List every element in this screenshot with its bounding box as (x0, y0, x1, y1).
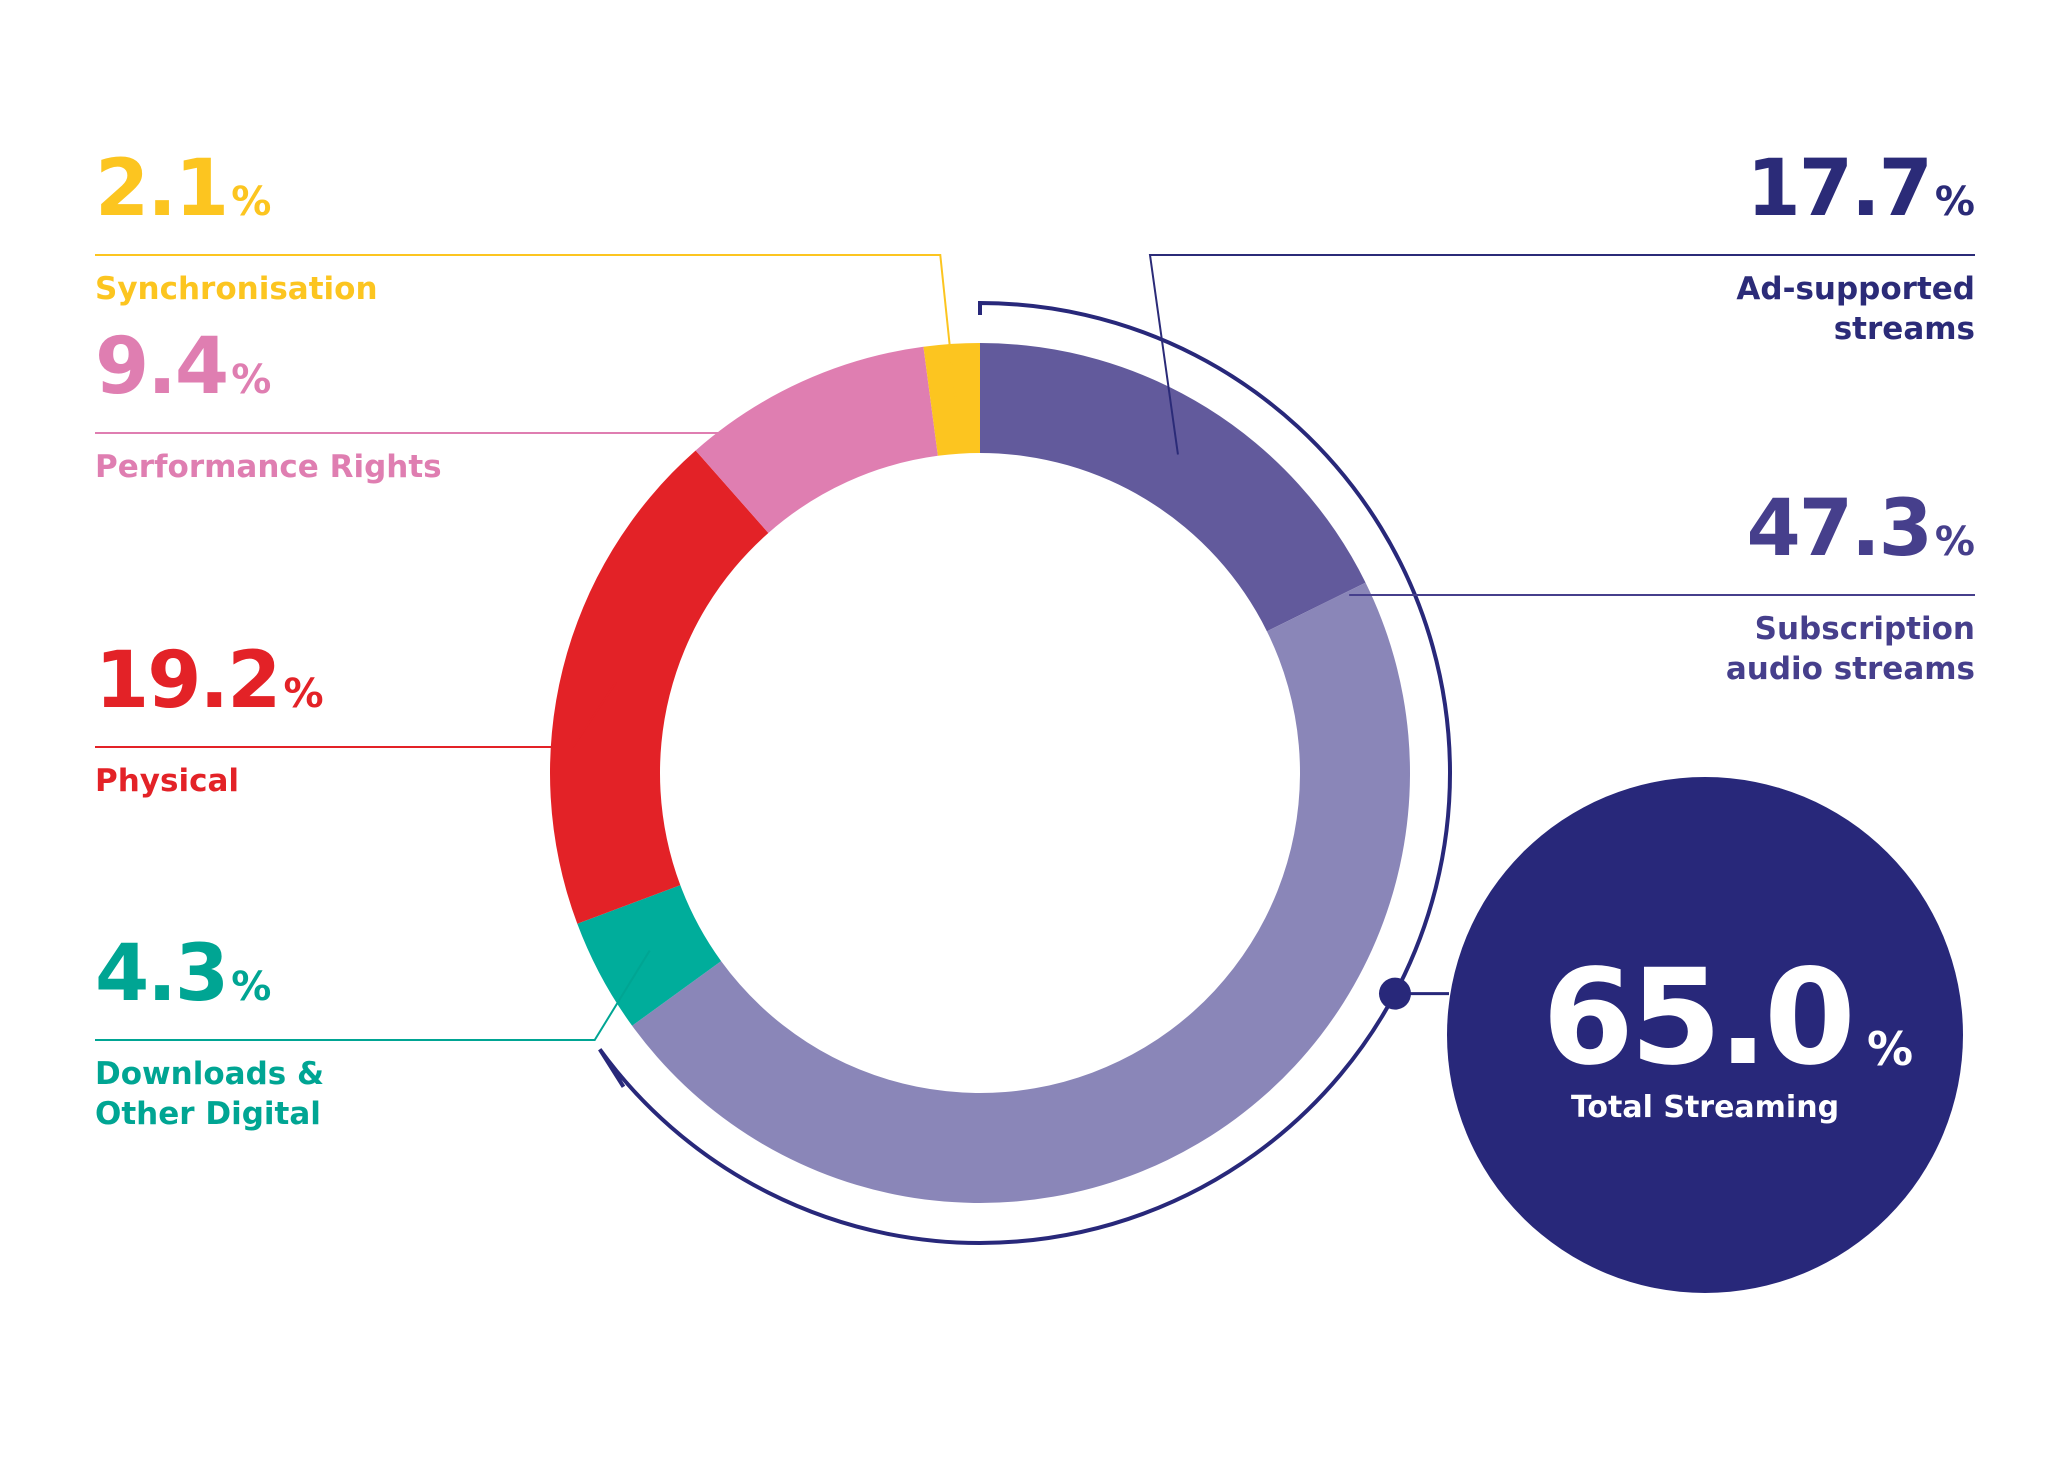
percent-synchronisation: % (231, 179, 271, 225)
donut-ring (550, 343, 1411, 1204)
callout-downloads-and-other-digital: 4.3 % Downloads & Other Digital (95, 929, 651, 1132)
total-streaming-value: 65.0 (1542, 941, 1852, 1095)
callout-physical: 19.2 % Physical (95, 636, 618, 799)
percent-physical: % (283, 671, 323, 717)
percent-downloads-and-other-digital: % (231, 964, 271, 1010)
percent-subscription-audio-streams: % (1935, 519, 1975, 565)
slice-ad-supported-streams (980, 343, 1366, 632)
label-performance-rights-line-1: Performance Rights (95, 449, 442, 485)
label-downloads-and-other-digital-line-1: Downloads & (95, 1056, 324, 1092)
value-synchronisation: 2.1 (95, 144, 227, 234)
label-synchronisation-line-1: Synchronisation (95, 271, 378, 307)
label-subscription-audio-streams-line-2: audio streams (1726, 651, 1975, 687)
label-ad-supported-streams-line-1: Ad-supported (1736, 271, 1975, 307)
leader-line-physical (95, 681, 618, 748)
slice-synchronisation (923, 343, 980, 456)
slice-physical (550, 450, 769, 924)
callout-performance-rights: 9.4 % Performance Rights (95, 322, 826, 485)
label-ad-supported-streams-line-2: streams (1834, 311, 1975, 347)
leader-line-synchronisation (95, 254, 957, 399)
total-streaming-circle (1447, 777, 1963, 1293)
leader-line-performance-rights (95, 431, 826, 434)
slice-subscription-audio-streams (632, 582, 1411, 1204)
value-ad-supported-streams: 17.7 (1746, 144, 1930, 234)
callout-ad-supported-streams: 17.7 % Ad-supported streams (1148, 144, 1975, 455)
callout-subscription-audio-streams: 47.3 % Subscription audio streams (1349, 484, 1975, 687)
leader-line-ad-supported-streams (1148, 254, 1975, 455)
total-streaming-label: Total Streaming (1571, 1090, 1839, 1125)
callout-synchronisation: 2.1 % Synchronisation (95, 144, 957, 399)
total-streaming-percent: % (1867, 1022, 1913, 1076)
label-downloads-and-other-digital-line-2: Other Digital (95, 1096, 321, 1132)
slice-downloads-and-other-digital (577, 885, 722, 1026)
value-performance-rights: 9.4 (95, 322, 227, 412)
value-subscription-audio-streams: 47.3 (1746, 484, 1930, 574)
label-physical-line-1: Physical (95, 763, 239, 799)
percent-ad-supported-streams: % (1935, 179, 1975, 225)
percent-performance-rights: % (231, 357, 271, 403)
slice-performance-rights (695, 346, 938, 533)
total-connector-dot (1378, 977, 1411, 1010)
value-physical: 19.2 (95, 636, 279, 726)
leader-line-downloads-and-other-digital (95, 950, 651, 1041)
value-downloads-and-other-digital: 4.3 (95, 929, 227, 1019)
label-subscription-audio-streams-line-1: Subscription (1755, 611, 1975, 647)
